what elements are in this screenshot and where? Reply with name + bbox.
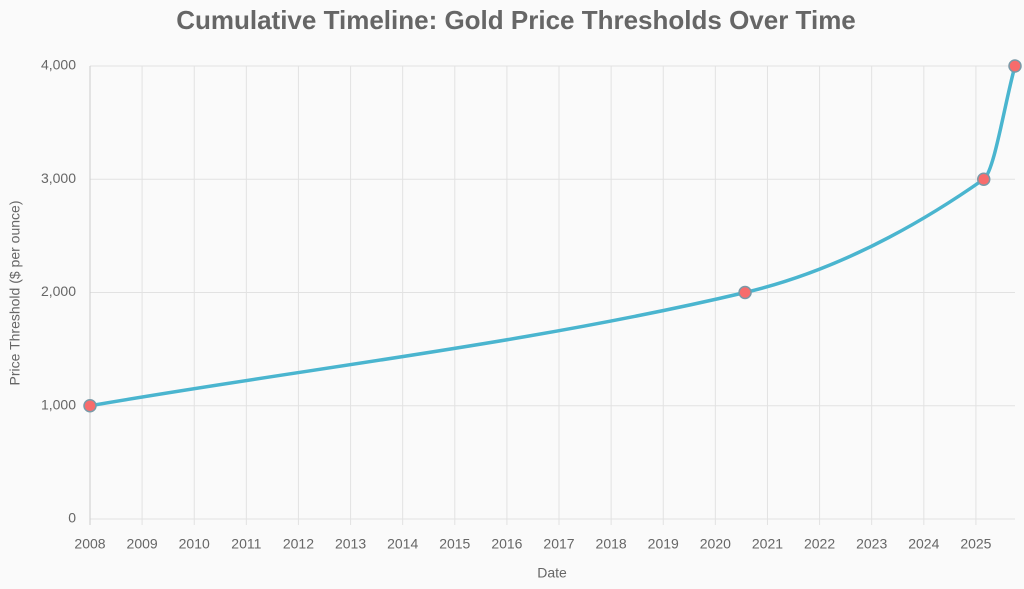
x-tick-label: 2019	[648, 536, 679, 552]
x-tick-label: 2008	[74, 536, 105, 552]
chart-title: Cumulative Timeline: Gold Price Threshol…	[176, 5, 856, 35]
y-tick-label: 4,000	[41, 57, 76, 73]
x-tick-label: 2024	[908, 536, 939, 552]
point	[738, 285, 752, 300]
x-axis-label: Date	[537, 565, 567, 581]
y-tick-label: 0	[68, 510, 76, 526]
x-tick-label: 2017	[543, 536, 574, 552]
x-tick-label: 2011	[231, 536, 261, 552]
x-tick-label: 2025	[960, 536, 991, 552]
x-tick-label: 2021	[752, 536, 783, 552]
x-tick-label: 2015	[439, 536, 470, 552]
line	[89, 65, 1017, 408]
x-tick-label: 2020	[700, 536, 731, 552]
x-tick-label: 2022	[804, 536, 835, 552]
y-tick-label: 3,000	[41, 170, 76, 186]
point	[1008, 59, 1022, 73]
x-tick-label: 2023	[856, 536, 887, 552]
y-axis-label: Price Threshold ($ per ounce)	[7, 201, 23, 386]
x-tick-label: 2010	[179, 536, 210, 552]
x-tick-label: 2014	[387, 536, 418, 552]
x-tick-label: 2013	[335, 536, 366, 552]
y-tick-label: 1,000	[41, 396, 76, 412]
point	[83, 399, 97, 413]
x-tick-label: 2016	[491, 536, 522, 552]
point	[976, 172, 991, 186]
y-tick-label: 2,000	[41, 283, 76, 299]
x-tick-label: 2018	[596, 536, 627, 552]
x-tick-label: 2012	[283, 536, 314, 552]
x-tick-label: 2009	[127, 536, 158, 552]
